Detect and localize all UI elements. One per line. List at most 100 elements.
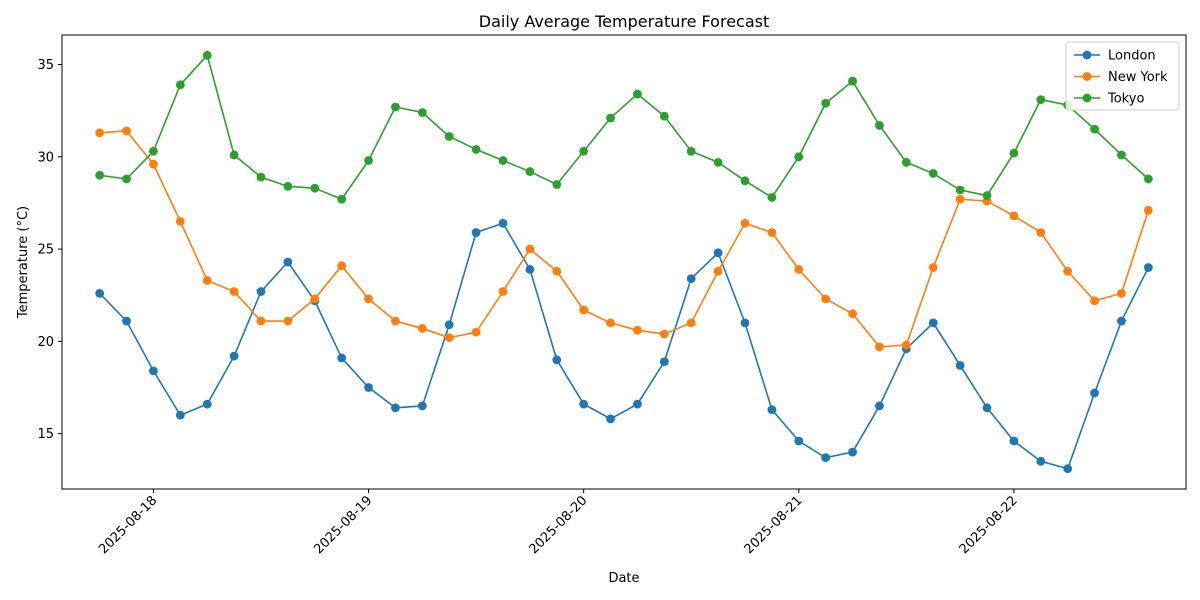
data-point-tokyo — [444, 132, 454, 141]
data-point-new-york — [875, 342, 884, 352]
data-point-new-york — [391, 316, 400, 326]
data-point-new-york — [498, 287, 508, 296]
data-point-tokyo — [794, 152, 804, 162]
data-point-new-york — [229, 287, 239, 296]
data-point-london — [364, 383, 373, 392]
data-point-tokyo — [982, 191, 992, 200]
data-point-london — [713, 248, 723, 258]
data-point-london — [821, 453, 831, 463]
data-point-new-york — [713, 266, 723, 276]
chart-title: Daily Average Temperature Forecast — [479, 12, 770, 31]
legend-label-tokyo: Tokyo — [1107, 92, 1144, 107]
data-point-london — [337, 353, 347, 363]
data-point-tokyo — [740, 176, 750, 186]
legend-box — [1065, 41, 1180, 111]
y-tick-label: 35 — [37, 58, 54, 73]
data-point-london — [767, 405, 777, 415]
data-point-london — [982, 403, 992, 413]
data-point-new-york — [740, 218, 750, 228]
data-point-london — [659, 357, 669, 367]
legend-marker-tokyo — [1082, 93, 1092, 103]
data-point-tokyo — [767, 193, 777, 202]
data-point-tokyo — [149, 146, 158, 156]
data-point-london — [391, 403, 400, 413]
data-point-tokyo — [928, 169, 938, 178]
data-point-tokyo — [955, 185, 965, 195]
data-point-tokyo — [633, 89, 642, 99]
data-point-new-york — [364, 294, 373, 304]
series-line-new-york — [99, 130, 1150, 348]
legend-marker-london — [1082, 50, 1092, 60]
data-point-tokyo — [122, 174, 131, 184]
data-point-london — [1036, 456, 1046, 466]
data-point-tokyo — [337, 194, 347, 204]
data-point-tokyo — [606, 113, 615, 123]
series-london — [95, 218, 1153, 474]
data-point-new-york — [928, 263, 938, 272]
data-point-new-york — [283, 316, 293, 326]
data-point-tokyo — [95, 170, 105, 180]
data-point-london — [471, 228, 481, 237]
data-point-new-york — [633, 325, 642, 335]
legend: London New York Tokyo — [1065, 41, 1180, 111]
axes-frame — [61, 34, 1187, 490]
data-point-london — [149, 366, 158, 376]
data-point-london — [579, 399, 589, 409]
data-point-london — [444, 320, 454, 330]
data-point-london — [175, 410, 185, 420]
x-axis-label: Date — [608, 571, 639, 586]
data-point-new-york — [1143, 205, 1153, 215]
data-point-london — [552, 355, 562, 365]
data-point-new-york — [95, 128, 105, 138]
data-point-london — [606, 414, 615, 424]
data-point-london — [794, 436, 804, 446]
series-line-tokyo — [99, 53, 1149, 201]
data-point-london — [955, 360, 965, 370]
data-point-tokyo — [686, 146, 696, 156]
y-tick-label: 15 — [37, 427, 54, 442]
legend-marker-new-york — [1082, 72, 1092, 81]
series-line-london — [99, 222, 1150, 470]
data-point-new-york — [175, 217, 185, 226]
data-point-tokyo — [1143, 174, 1153, 184]
data-point-new-york — [794, 264, 804, 274]
series-tokyo — [95, 50, 1153, 204]
data-point-tokyo — [579, 146, 589, 156]
data-point-london — [1117, 316, 1126, 326]
data-point-new-york — [1009, 211, 1019, 221]
data-point-tokyo — [1009, 148, 1019, 158]
data-point-new-york — [955, 194, 965, 204]
data-point-london — [686, 274, 696, 284]
data-point-tokyo — [471, 145, 481, 154]
data-point-london — [1090, 388, 1099, 398]
data-point-tokyo — [283, 181, 293, 191]
data-point-london — [740, 318, 750, 328]
data-point-tokyo — [848, 76, 857, 86]
data-point-new-york — [337, 261, 347, 271]
data-point-tokyo — [229, 150, 239, 160]
data-point-london — [1143, 263, 1153, 272]
data-point-london — [256, 287, 266, 296]
legend-label-new-york: New York — [1108, 70, 1168, 85]
data-point-new-york — [471, 327, 481, 337]
data-point-tokyo — [364, 156, 373, 165]
data-point-new-york — [1036, 228, 1046, 237]
data-point-london — [848, 447, 857, 457]
y-tick-label: 20 — [37, 335, 54, 350]
data-point-london — [1063, 464, 1073, 474]
data-point-tokyo — [1036, 95, 1046, 104]
y-axis-label: Temperature (°C) — [16, 206, 31, 319]
data-point-new-york — [202, 276, 212, 285]
y-tick-label: 30 — [37, 150, 54, 165]
data-point-london — [1009, 436, 1019, 446]
data-point-london — [928, 318, 938, 328]
data-point-tokyo — [1090, 124, 1099, 134]
series-new-york — [95, 126, 1153, 352]
data-point-new-york — [525, 244, 535, 254]
data-point-london — [202, 399, 212, 409]
data-point-new-york — [659, 329, 669, 339]
data-point-new-york — [444, 333, 454, 343]
data-point-new-york — [256, 316, 266, 326]
data-point-london — [95, 288, 105, 298]
